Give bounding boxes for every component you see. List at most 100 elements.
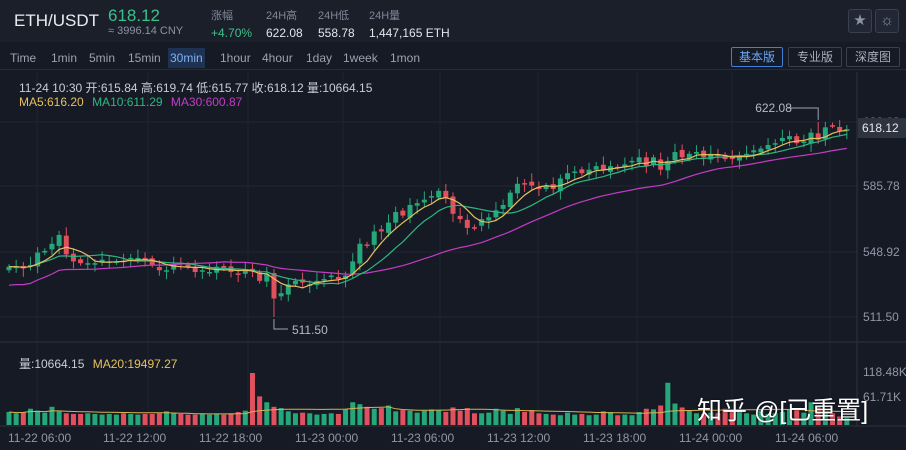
volume-bar-104 xyxy=(751,414,757,425)
volume-bar-44 xyxy=(321,413,327,425)
volume-bar-37 xyxy=(271,406,277,425)
volume-readout: 量:10664.15 MA20:19497.27 xyxy=(19,355,182,372)
volume-bar-68 xyxy=(493,408,499,425)
volume-bar-29 xyxy=(214,413,220,425)
favorite-star-icon[interactable]: ★ xyxy=(848,9,872,33)
candle-body-92 xyxy=(665,160,671,171)
candle-body-54 xyxy=(393,212,399,223)
candle-body-46 xyxy=(335,276,341,280)
volume-bar-75 xyxy=(543,413,549,425)
volume-bar-26 xyxy=(192,414,198,425)
ma5-readout: MA5:616.20 xyxy=(19,95,84,109)
candle-body-6 xyxy=(49,243,55,250)
low-annotation-line xyxy=(273,319,288,330)
theme-sun-icon[interactable]: ☼ xyxy=(875,9,899,33)
volume-bar-48 xyxy=(350,402,356,425)
volume-bar-27 xyxy=(199,413,205,425)
timeframe-tab-time[interactable]: Time xyxy=(10,51,37,65)
volume-bar-49 xyxy=(357,404,363,425)
volume-bar-61 xyxy=(443,412,449,425)
candle-body-18 xyxy=(135,257,141,260)
timeframe-tab-1min[interactable]: 1min xyxy=(51,51,78,65)
time-label-5: 11-23 12:00 xyxy=(487,431,550,445)
volume-bar-67 xyxy=(486,412,492,425)
candle-body-58 xyxy=(421,199,427,203)
volume-bar-59 xyxy=(429,409,434,425)
candle-body-37 xyxy=(271,273,277,299)
view-button-1[interactable]: 基本版 xyxy=(731,47,783,67)
timeframe-tab-30min[interactable]: 30min xyxy=(168,48,205,68)
volume-bar-11 xyxy=(85,413,91,425)
volume-bar-100 xyxy=(722,408,728,425)
volume-bar-78 xyxy=(565,412,571,425)
volume-bar-98 xyxy=(708,412,714,425)
timeframe-tab-5min[interactable]: 5min xyxy=(89,51,116,65)
timeframe-tab-15min[interactable]: 15min xyxy=(128,51,161,65)
candle-body-71 xyxy=(514,183,520,194)
cny-price: ≈ 3996.14 CNY xyxy=(108,25,184,37)
candle-body-55 xyxy=(400,210,406,216)
volume-bar-18 xyxy=(135,414,141,425)
candle-body-5 xyxy=(42,250,48,253)
volume-bar-71 xyxy=(514,408,520,425)
candle-body-105 xyxy=(758,148,764,153)
volume-bar-5 xyxy=(42,412,48,425)
candle-body-89 xyxy=(643,157,649,167)
volume-bar-33 xyxy=(242,410,248,425)
candle-body-26 xyxy=(192,266,198,273)
volume-bar-31 xyxy=(228,413,234,425)
candle-body-68 xyxy=(493,210,499,218)
volume-bar-116 xyxy=(837,416,843,425)
timeframe-tab-4hour[interactable]: 4hour xyxy=(262,51,293,65)
current-price-label: 618.12 xyxy=(862,121,899,135)
volume-bar-39 xyxy=(285,411,291,425)
price-tick-2: 548.92 xyxy=(863,245,900,259)
candle-body-52 xyxy=(378,229,384,232)
candle-body-101 xyxy=(729,156,735,160)
view-button-3[interactable]: 深度图 xyxy=(846,47,900,67)
pair-name[interactable]: ETH/USDT xyxy=(14,11,99,30)
timeframe-tab-1week[interactable]: 1week xyxy=(343,51,378,65)
volume-bar-17 xyxy=(128,413,134,425)
candle-body-93 xyxy=(672,152,678,161)
timeframe-tab-1hour[interactable]: 1hour xyxy=(220,51,251,65)
volume-bar-55 xyxy=(400,410,406,425)
volume-bar-36 xyxy=(264,402,270,425)
candle-body-103 xyxy=(744,153,750,156)
volume-bar-85 xyxy=(615,415,621,425)
candle-body-65 xyxy=(471,227,477,229)
time-label-1: 11-22 12:00 xyxy=(103,431,166,445)
current-price-tag xyxy=(858,118,906,138)
candle-body-32 xyxy=(235,273,241,275)
volume-bar-12 xyxy=(92,413,98,425)
candle-body-30 xyxy=(221,266,227,269)
candle-body-96 xyxy=(693,152,699,154)
volume-bar-73 xyxy=(529,410,535,425)
volume-bar-96 xyxy=(693,413,699,425)
volume-bar-106 xyxy=(765,413,771,425)
volume-bar-102 xyxy=(736,411,742,425)
candle-body-114 xyxy=(822,127,828,139)
volume-bar-93 xyxy=(672,403,678,425)
timeframe-tab-1mon[interactable]: 1mon xyxy=(390,51,421,65)
view-button-2[interactable]: 专业版 xyxy=(788,47,842,67)
volume-bar-9 xyxy=(70,413,76,425)
time-label-6: 11-23 18:00 xyxy=(583,431,646,445)
volume-bar-79 xyxy=(572,414,578,425)
timeframe-tab-1day[interactable]: 1day xyxy=(306,51,333,65)
candle-body-59 xyxy=(429,196,434,198)
candle-body-88 xyxy=(636,157,642,163)
volume-bar-16 xyxy=(121,413,127,425)
volume-bar-115 xyxy=(830,413,836,425)
volume-bar-107 xyxy=(772,413,778,425)
volume-bar-60 xyxy=(436,410,442,425)
volume-bar-28 xyxy=(207,414,213,425)
volume-bar-2 xyxy=(20,412,26,425)
last-price: 618.12 xyxy=(108,6,160,25)
volume-bar-81 xyxy=(586,415,592,425)
price-tick-3: 511.50 xyxy=(863,310,899,324)
volume-ma20-line xyxy=(8,406,847,415)
candle-body-80 xyxy=(579,169,585,174)
candle-body-36 xyxy=(264,273,270,282)
